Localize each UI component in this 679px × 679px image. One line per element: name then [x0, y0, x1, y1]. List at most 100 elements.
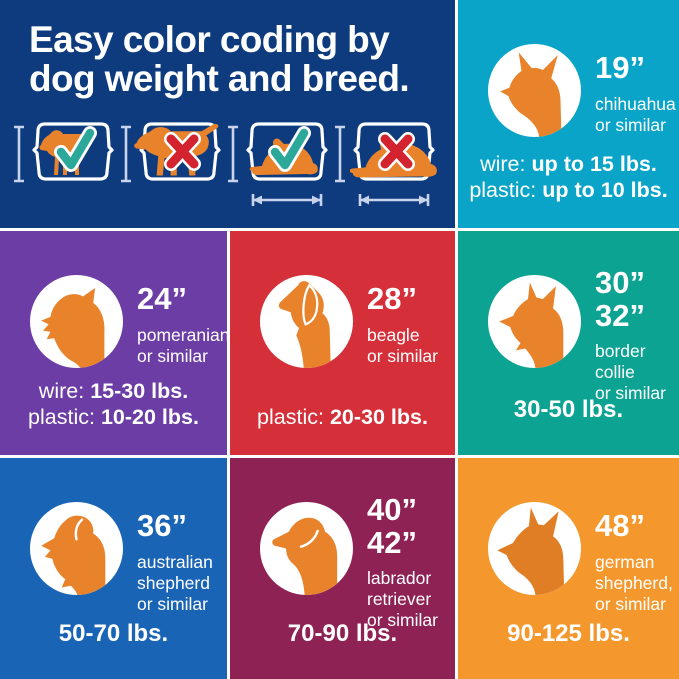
crate-lying-dog-too-big-icon — [335, 122, 437, 206]
height-measure-icon — [14, 125, 24, 183]
weight-line: plastic: 10-20 lbs. — [0, 404, 227, 431]
breed-line: or similar — [595, 383, 666, 404]
breed-line: retriever — [367, 589, 432, 610]
weight-range: wire: up to 15 lbs. plastic: up to 10 lb… — [458, 151, 679, 204]
weight-line: wire: up to 15 lbs. — [458, 151, 679, 178]
weight-line: 30-50 lbs. — [458, 395, 679, 425]
size-value: 30” — [595, 265, 645, 300]
breed-line: or similar — [137, 593, 208, 614]
title-line-2: dog weight and breed. — [29, 58, 410, 100]
size-value: 40” — [367, 492, 417, 527]
breed-line: or similar — [595, 114, 666, 135]
size-value: 48” — [595, 508, 645, 543]
beagle-icon — [260, 275, 353, 368]
crate-standing-dog-too-big-icon — [121, 122, 221, 183]
dog-circle-badge — [30, 275, 123, 368]
weight-range: 50-70 lbs. — [0, 619, 227, 649]
dog-circle-badge — [30, 502, 123, 595]
weight-line: 70-90 lbs. — [230, 619, 455, 649]
breed-line: or similar — [595, 593, 666, 614]
panel-info: 36” australian shepherd or similar — [137, 509, 213, 615]
breed-name: border collie or similar — [595, 341, 666, 404]
panel-info: 30” 32” border collie or similar — [595, 265, 666, 404]
breed-line: border — [595, 341, 646, 362]
weight-value: 15-30 lbs. — [90, 378, 189, 403]
crate-outline — [139, 122, 221, 181]
cross-icon — [164, 132, 201, 171]
size-value: 24” — [137, 281, 187, 316]
breed-line: or similar — [367, 610, 438, 631]
length-measure-icon — [251, 194, 323, 206]
weight-range: 70-90 lbs. — [230, 619, 455, 649]
size-value: 32” — [595, 297, 645, 333]
size-value: 19” — [595, 50, 645, 85]
crate-lying-dog-fit-icon — [228, 122, 328, 206]
check-icon — [54, 126, 97, 172]
breed-line: chihuahua — [595, 93, 676, 114]
weight-label: plastic: — [469, 178, 537, 203]
weight-value: 30-50 lbs. — [513, 396, 624, 424]
breed-name: chihuahua or similar — [595, 94, 676, 136]
weight-line: plastic: up to 10 lbs. — [458, 177, 679, 204]
weight-range: plastic: 20-30 lbs. — [230, 404, 455, 431]
breed-line: or similar — [137, 345, 208, 366]
height-measure-icon — [228, 125, 238, 183]
crate-fit-guide — [11, 119, 439, 215]
breed-name: australian shepherd or similar — [137, 552, 213, 615]
panel-info: 24” pomeranian or similar — [137, 281, 227, 367]
weight-line: wire: 15-30 lbs. — [0, 378, 227, 405]
breed-line: pomeranian — [137, 324, 227, 345]
pomeranian-icon — [30, 275, 123, 368]
weight-value: 50-70 lbs. — [58, 620, 169, 648]
weight-label: wire: — [38, 378, 85, 403]
dog-circle-badge — [260, 502, 353, 595]
breed-line: collie — [595, 362, 635, 383]
height-measure-icon — [121, 125, 131, 183]
weight-value: 20-30 lbs. — [329, 405, 428, 430]
crate-standing-dog-fit-icon — [14, 122, 114, 183]
weight-value: 10-20 lbs. — [100, 405, 199, 430]
breed-name: german shepherd, or similar — [595, 552, 673, 615]
panel-info: 28” beagle or similar — [367, 281, 438, 367]
panel-pomeranian: 24” pomeranian or similar wire: 15-30 lb… — [0, 231, 227, 455]
panel-info: 40” 42” labrador retriever or similar — [367, 492, 438, 631]
breed-line: or similar — [367, 345, 438, 366]
weight-label: wire: — [480, 151, 526, 176]
weight-value: 70-90 lbs. — [287, 620, 398, 648]
breed-name: labrador retriever or similar — [367, 568, 438, 631]
weight-range: 30-50 lbs. — [458, 395, 679, 425]
breed-line: beagle — [367, 324, 420, 345]
title-line-1: Easy color coding by — [29, 19, 390, 60]
breed-name: beagle or similar — [367, 325, 438, 367]
dog-circle-badge — [488, 44, 581, 137]
panel-info: 48” german shepherd, or similar — [595, 508, 673, 615]
dog-circle-badge — [260, 275, 353, 368]
border-collie-icon — [488, 275, 581, 368]
header-panel: Easy color coding by dog weight and bree… — [0, 0, 455, 228]
cross-icon — [378, 132, 415, 171]
labrador-retriever-icon — [260, 502, 353, 595]
page-title: Easy color coding by dog weight and bree… — [29, 19, 410, 100]
breed-line: shepherd, — [595, 572, 673, 593]
panel-australian-shepherd: 36” australian shepherd or similar 50-70… — [0, 458, 227, 679]
weight-range: 90-125 lbs. — [458, 619, 679, 649]
size-value: 28” — [367, 281, 417, 316]
weight-value: up to 15 lbs. — [531, 151, 657, 176]
breed-line: german — [595, 551, 655, 572]
dog-circle-badge — [488, 502, 581, 595]
panel-beagle: 28” beagle or similar plastic: 20-30 lbs… — [230, 231, 455, 455]
crate-outline — [246, 122, 328, 181]
weight-label: plastic: — [28, 405, 95, 430]
weight-line: plastic: 20-30 lbs. — [230, 404, 455, 431]
panel-info: 19” chihuahua or similar — [595, 50, 676, 136]
height-measure-icon — [335, 125, 345, 183]
chihuahua-icon — [488, 44, 581, 137]
australian-shepherd-icon — [30, 502, 123, 595]
crate-outline — [32, 122, 114, 181]
weight-line: 90-125 lbs. — [458, 619, 679, 649]
size-value: 42” — [367, 524, 417, 560]
breed-line: australian — [137, 551, 213, 572]
weight-value: 90-125 lbs. — [507, 620, 630, 648]
breed-line: shepherd — [137, 572, 210, 593]
